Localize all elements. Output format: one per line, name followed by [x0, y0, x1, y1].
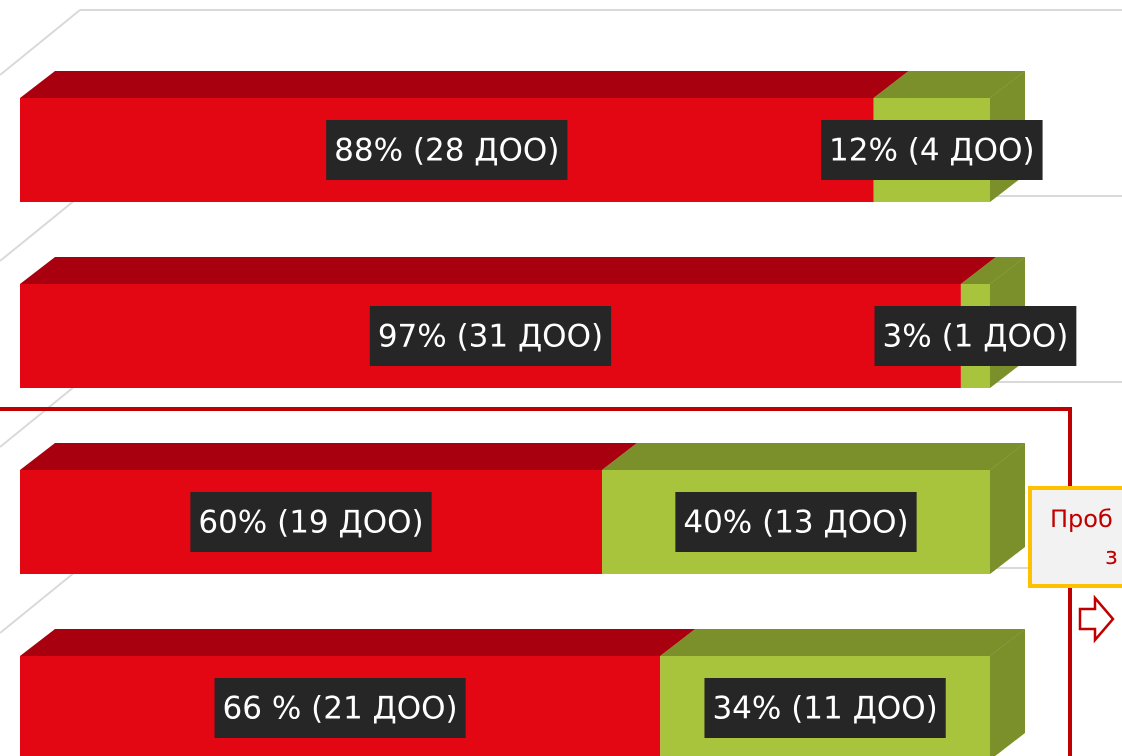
- bar-side: [990, 629, 1025, 756]
- bar-top: [20, 257, 996, 284]
- data-label: 40% (13 ДОО): [675, 492, 917, 552]
- callout-box: [1028, 486, 1122, 588]
- data-label-text: 60% (19 ДОО): [198, 505, 423, 541]
- bars: 88% (28 ДОО) 12% (4 ДОО) 97% (31 ДОО) 3% (1…: [20, 71, 1077, 756]
- bar-top: [873, 71, 1025, 98]
- data-label: 34% (11 ДОО): [704, 678, 946, 738]
- data-label-text: 12% (4 ДОО): [829, 133, 1035, 169]
- label-box: [874, 306, 1077, 366]
- data-label-text: 97% (31 ДОО): [378, 319, 603, 355]
- data-label-text: 88% (28 ДОО): [334, 133, 559, 169]
- label-box: [190, 492, 432, 552]
- bar-side: [990, 443, 1025, 574]
- data-label: 3% (1 ДОО): [874, 306, 1077, 366]
- data-label-text: 34% (11 ДОО): [712, 691, 937, 727]
- label-box: [704, 678, 946, 738]
- bar-top: [960, 257, 1025, 284]
- label-box: [675, 492, 917, 552]
- highlight-frame: [0, 407, 1072, 756]
- data-label: 97% (31 ДОО): [369, 306, 612, 366]
- data-label-text: 66 % (21 ДОО): [223, 691, 458, 727]
- data-label: 88% (28 ДОО): [326, 120, 568, 180]
- data-label: 12% (4 ДОО): [821, 120, 1043, 180]
- arrow-icon: [1078, 594, 1115, 644]
- bar-top: [20, 443, 637, 470]
- bar-top: [20, 71, 909, 98]
- data-label: 60% (19 ДОО): [190, 492, 432, 552]
- bar-top: [660, 629, 1025, 656]
- bar-top: [602, 443, 1025, 470]
- callout-text: з: [1105, 542, 1118, 570]
- data-label-text: 40% (13 ДОО): [683, 505, 908, 541]
- bar-top: [20, 629, 696, 656]
- data-label-text: 3% (1 ДОО): [883, 319, 1069, 355]
- callout-text: Проб: [1050, 505, 1113, 533]
- label-box: [214, 678, 466, 738]
- label-box: [369, 306, 612, 366]
- data-label: 66 % (21 ДОО): [214, 678, 466, 738]
- label-box: [326, 120, 568, 180]
- label-box: [821, 120, 1043, 180]
